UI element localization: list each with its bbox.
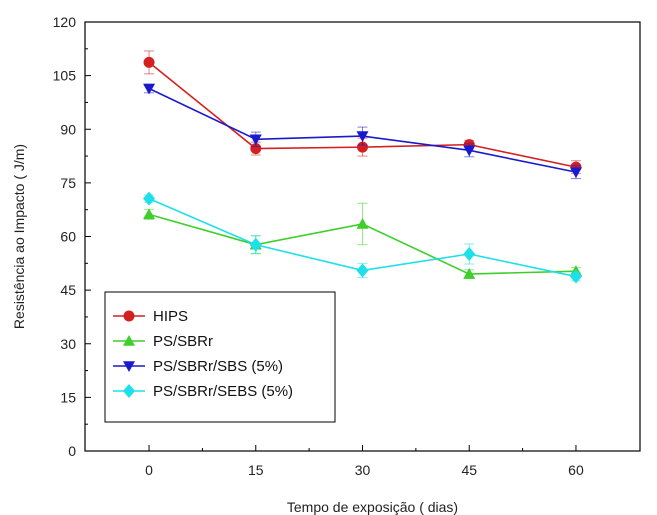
x-axis-title: Tempo de exposição ( dias): [287, 499, 458, 515]
data-point: [356, 217, 369, 229]
y-tick-label: 75: [60, 175, 76, 191]
y-tick-label: 15: [60, 389, 76, 405]
series-ps-sbrr: [143, 202, 582, 279]
legend-label: HIPS: [153, 308, 188, 325]
legend-label: PS/SBRr/SEBS (5%): [153, 383, 293, 400]
y-tick-label: 0: [68, 443, 76, 459]
x-tick-label: 0: [145, 462, 153, 478]
data-point: [356, 263, 369, 278]
data-point: [357, 141, 368, 153]
x-tick-label: 60: [568, 462, 584, 478]
y-tick-label: 105: [53, 68, 77, 84]
legend-marker: [123, 361, 135, 372]
data-point: [250, 143, 262, 155]
legend-marker: [123, 310, 135, 322]
series-ps-sbrr-sebs-5-: [143, 191, 582, 284]
y-tick-label: 30: [60, 336, 76, 352]
series-ps-sbrr-sbs-5-: [143, 83, 582, 180]
series-hips: [143, 50, 582, 175]
data-point: [463, 145, 476, 157]
data-point: [143, 83, 156, 95]
y-axis-title: Resistência ao Impacto ( J/m): [11, 144, 27, 329]
legend-marker: [123, 384, 135, 398]
data-point: [143, 208, 156, 220]
y-tick-label: 45: [60, 282, 76, 298]
x-tick-label: 15: [248, 462, 264, 478]
y-tick-label: 120: [53, 14, 77, 30]
data-point: [356, 131, 369, 143]
legend-label: PS/SBRr: [153, 333, 213, 350]
y-tick-label: 90: [60, 121, 76, 137]
data-point: [463, 268, 476, 279]
x-tick-label: 30: [355, 462, 371, 478]
data-point: [569, 269, 582, 284]
legend-marker: [123, 335, 135, 346]
x-tick-label: 45: [461, 462, 477, 478]
data-point: [569, 167, 582, 179]
legend-box: [104, 291, 336, 423]
y-tick-label: 60: [60, 229, 76, 245]
data-point: [143, 56, 155, 68]
data-point: [249, 237, 262, 252]
data-point: [463, 247, 476, 262]
legend-label: PS/SBRr/SBS (5%): [153, 358, 283, 375]
data-point: [249, 134, 262, 146]
data-point: [143, 191, 156, 206]
